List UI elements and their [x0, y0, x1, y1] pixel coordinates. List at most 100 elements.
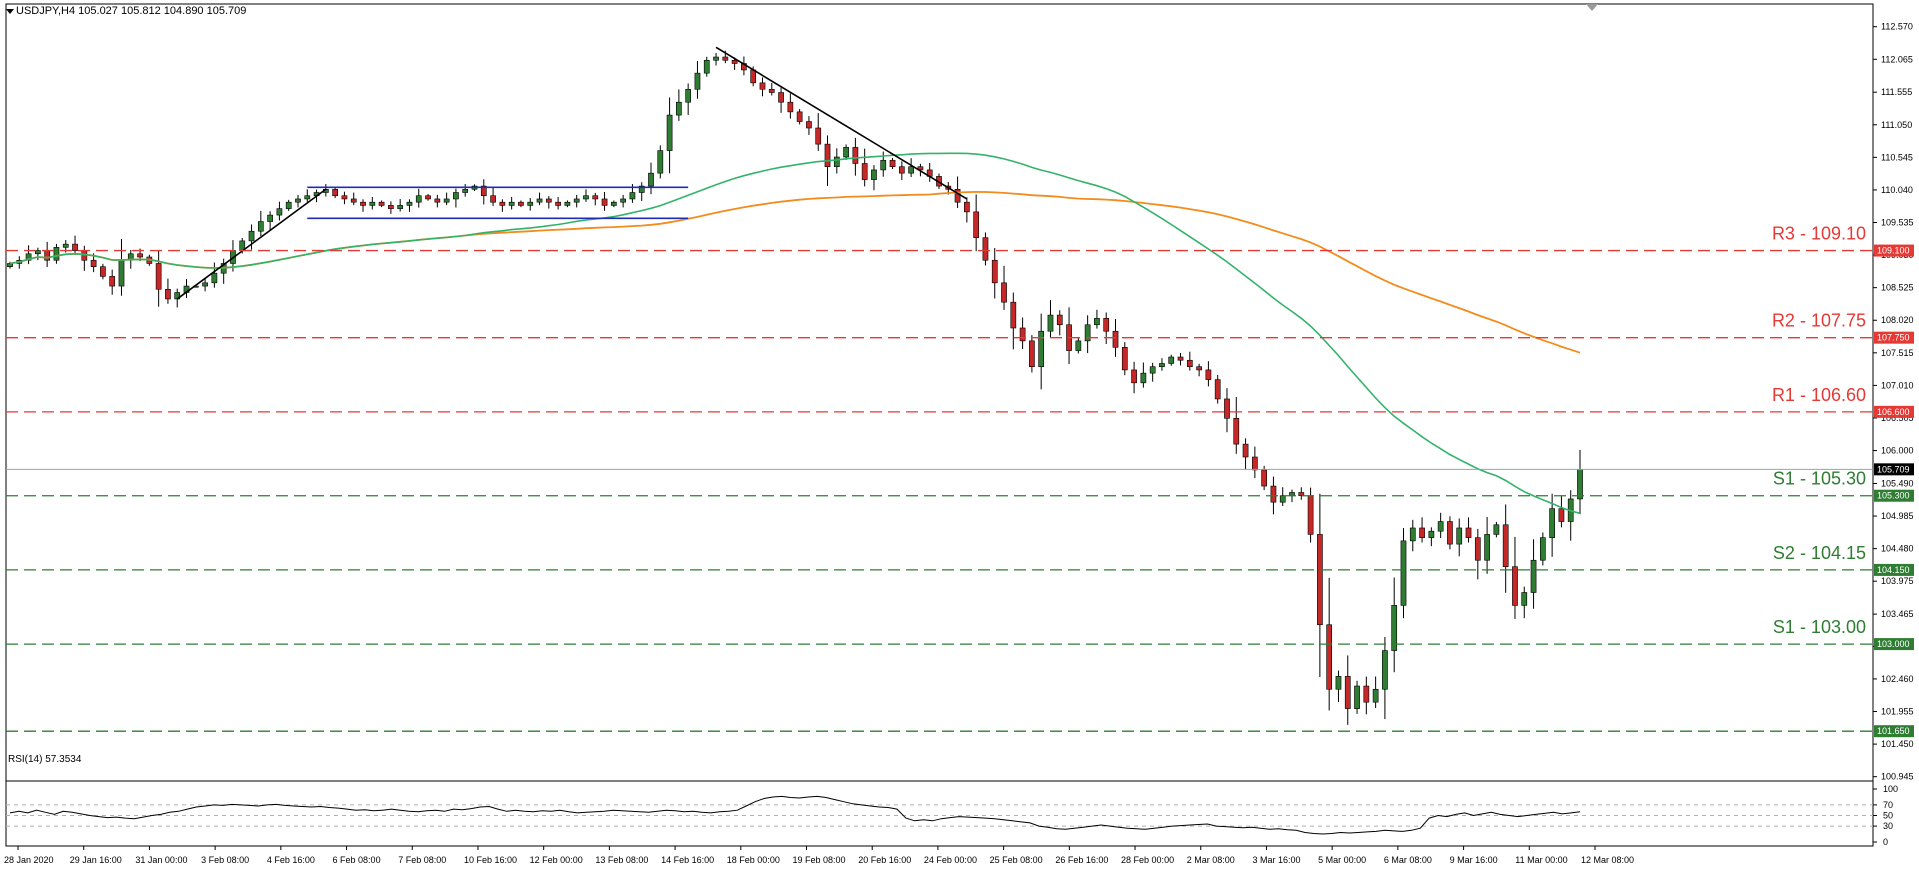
candle-body	[1029, 340, 1035, 367]
candle-body	[1474, 537, 1481, 561]
candle-body	[1530, 559, 1537, 593]
candle-body	[35, 250, 41, 255]
menu-arrow-icon[interactable]	[6, 9, 14, 14]
candle-body	[1400, 540, 1407, 606]
x-tick-label: 29 Jan 16:00	[70, 855, 122, 865]
x-tick-label: 2 Mar 08:00	[1187, 855, 1235, 865]
candle-body	[425, 195, 431, 200]
x-tick-label: 12 Mar 08:00	[1581, 855, 1634, 865]
current-price-tag	[1874, 463, 1914, 476]
candle-body	[954, 188, 961, 203]
candle-body	[304, 195, 311, 200]
candle-body	[1047, 314, 1054, 332]
main-plot-frame	[5, 3, 1874, 782]
candle-body	[973, 211, 980, 238]
y-tick-label: 103.975	[1881, 576, 1914, 586]
candle-body	[1484, 534, 1490, 561]
y-tick-label: 108.020	[1881, 315, 1914, 325]
x-tick-label: 7 Feb 08:00	[398, 855, 446, 865]
y-tick-label: 110.040	[1881, 185, 1913, 195]
candle-body	[443, 198, 450, 203]
candle-body	[1456, 527, 1463, 545]
candle-body	[722, 56, 729, 61]
ma-slow-line	[9, 190, 1581, 354]
y-tick-label: 110.545	[1881, 152, 1913, 162]
candle-body	[388, 205, 394, 209]
candle-body	[267, 214, 273, 222]
chart-menu-icon[interactable]	[1586, 4, 1598, 11]
candle-body	[1056, 314, 1063, 326]
rsi-tick-label: 50	[1883, 811, 1893, 821]
candle-body	[564, 201, 571, 206]
candle-body	[768, 88, 775, 93]
y-tick-label: 109.535	[1881, 218, 1914, 228]
candle-body	[1372, 688, 1379, 703]
level-tag-S1	[1874, 489, 1914, 502]
rsi-tick-label: 0	[1883, 837, 1888, 847]
candle-body	[285, 201, 292, 209]
candle-body	[833, 156, 840, 168]
candle-body	[1149, 366, 1156, 374]
x-tick-label: 3 Mar 16:00	[1252, 855, 1300, 865]
candle-body	[44, 250, 51, 261]
candle-body	[685, 88, 692, 103]
level-tag-S1b	[1874, 638, 1914, 651]
rsi-plot-frame	[5, 780, 1874, 847]
y-tick-label: 108.525	[1881, 283, 1914, 293]
candle-body	[815, 127, 822, 145]
candle-body	[1549, 508, 1555, 538]
candle-body	[555, 201, 561, 206]
x-tick-label: 26 Feb 16:00	[1055, 855, 1108, 865]
y-tick-label: 106.000	[1881, 446, 1914, 456]
candle-body	[1140, 372, 1147, 384]
candle-body	[638, 185, 645, 193]
candle-body	[778, 92, 784, 103]
candle-body	[350, 198, 357, 203]
candle-body	[1437, 521, 1444, 532]
x-tick-label: 10 Feb 16:00	[464, 855, 517, 865]
candle-body	[629, 192, 636, 200]
candle-body	[1094, 318, 1100, 326]
x-tick-label: 6 Mar 08:00	[1384, 855, 1432, 865]
candle-body	[676, 101, 682, 116]
candle-body	[583, 195, 589, 200]
ma-fast-line	[9, 152, 1581, 515]
candle-body	[53, 247, 60, 261]
candle-body	[1131, 369, 1137, 384]
candle-body	[1539, 537, 1546, 561]
level-tag-R2	[1874, 331, 1914, 344]
candle-body	[1577, 469, 1583, 500]
level-tag-label-S1: 105.300	[1877, 491, 1910, 501]
candle-body	[518, 201, 524, 206]
candle-body	[1038, 330, 1045, 367]
candle-body	[480, 185, 487, 197]
candle-body	[573, 198, 580, 203]
candle-body	[248, 230, 255, 242]
candle-body	[1512, 566, 1518, 606]
candle-body	[434, 198, 441, 203]
level-tag-label-R2: 107.750	[1877, 333, 1910, 343]
candle-body	[1298, 492, 1305, 497]
y-tick-label: 101.955	[1881, 707, 1914, 717]
candle-body	[1521, 592, 1528, 606]
candle-body	[1493, 524, 1500, 535]
x-tick-label: 5 Mar 00:00	[1318, 855, 1366, 865]
candle-body	[536, 198, 543, 203]
candle-body	[25, 253, 32, 261]
candle-body	[601, 198, 608, 206]
candle-body	[1121, 347, 1128, 371]
candle-body	[1465, 527, 1472, 538]
candle-body	[694, 72, 701, 90]
y-tick-label: 101.450	[1881, 739, 1914, 749]
x-tick-label: 9 Mar 16:00	[1450, 855, 1498, 865]
candle-body	[889, 159, 896, 168]
candle-body	[527, 201, 534, 206]
x-tick-label: 3 Feb 08:00	[201, 855, 249, 865]
candle-body	[1242, 443, 1249, 458]
candle-body	[90, 259, 97, 267]
rsi-tick-label: 70	[1883, 800, 1893, 810]
y-tick-label: 105.490	[1881, 478, 1914, 488]
candle-body	[592, 195, 599, 200]
candle-body	[341, 195, 348, 200]
candle-body	[1075, 340, 1082, 351]
